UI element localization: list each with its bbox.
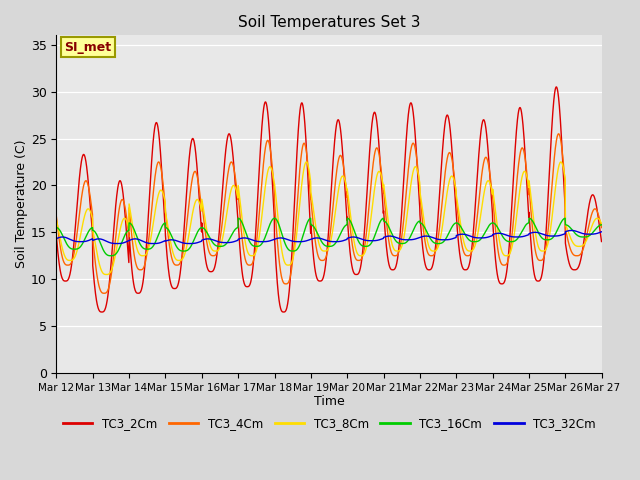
TC3_16Cm (205, 233, 212, 239)
TC3_32Cm (550, 233, 557, 239)
TC3_2Cm (598, 239, 605, 244)
X-axis label: Time: Time (314, 396, 344, 408)
TC3_16Cm (565, 224, 573, 229)
TC3_2Cm (488, 196, 495, 202)
TC3_8Cm (102, 272, 110, 277)
TC3_8Cm (565, 231, 573, 237)
TC3_32Cm (205, 236, 212, 242)
TC3_32Cm (598, 229, 605, 235)
TC3_32Cm (52, 236, 60, 241)
TC3_16Cm (357, 242, 365, 248)
Line: TC3_8Cm: TC3_8Cm (56, 162, 602, 275)
Line: TC3_2Cm: TC3_2Cm (56, 87, 602, 312)
TC3_16Cm (234, 216, 242, 221)
TC3_2Cm (565, 260, 573, 265)
TC3_32Cm (113, 240, 121, 246)
TC3_2Cm (550, 100, 557, 106)
TC3_4Cm (550, 163, 557, 169)
TC3_8Cm (52, 217, 60, 223)
TC3_8Cm (345, 200, 353, 206)
TC3_4Cm (100, 290, 108, 296)
TC3_16Cm (345, 216, 353, 222)
TC3_2Cm (345, 235, 353, 241)
TC3_32Cm (565, 228, 573, 234)
TC3_4Cm (555, 131, 563, 137)
TC3_16Cm (598, 222, 605, 228)
Text: SI_met: SI_met (65, 40, 112, 54)
TC3_2Cm (52, 233, 60, 239)
TC3_8Cm (488, 187, 495, 193)
TC3_16Cm (52, 225, 60, 230)
TC3_16Cm (488, 220, 495, 226)
TC3_4Cm (205, 248, 212, 253)
TC3_32Cm (345, 235, 353, 240)
Line: TC3_4Cm: TC3_4Cm (56, 134, 602, 293)
TC3_4Cm (488, 184, 495, 190)
TC3_32Cm (356, 236, 364, 241)
TC3_8Cm (598, 221, 605, 227)
TC3_2Cm (552, 84, 560, 90)
TC3_8Cm (303, 159, 310, 165)
TC3_2Cm (356, 264, 364, 270)
TC3_32Cm (568, 228, 575, 233)
TC3_4Cm (356, 257, 364, 263)
TC3_16Cm (107, 253, 115, 259)
TC3_4Cm (565, 241, 573, 247)
TC3_8Cm (550, 199, 557, 205)
TC3_4Cm (598, 225, 605, 230)
TC3_2Cm (98, 309, 106, 315)
TC3_32Cm (488, 233, 495, 239)
TC3_2Cm (205, 268, 212, 274)
TC3_4Cm (345, 210, 353, 216)
TC3_4Cm (52, 214, 60, 219)
Line: TC3_16Cm: TC3_16Cm (56, 218, 602, 256)
Title: Soil Temperatures Set 3: Soil Temperatures Set 3 (238, 15, 420, 30)
Line: TC3_32Cm: TC3_32Cm (56, 230, 602, 243)
Y-axis label: Soil Temperature (C): Soil Temperature (C) (15, 140, 28, 268)
TC3_8Cm (205, 237, 212, 243)
Legend: TC3_2Cm, TC3_4Cm, TC3_8Cm, TC3_16Cm, TC3_32Cm: TC3_2Cm, TC3_4Cm, TC3_8Cm, TC3_16Cm, TC3… (58, 412, 600, 434)
TC3_16Cm (550, 234, 557, 240)
TC3_8Cm (357, 253, 365, 259)
